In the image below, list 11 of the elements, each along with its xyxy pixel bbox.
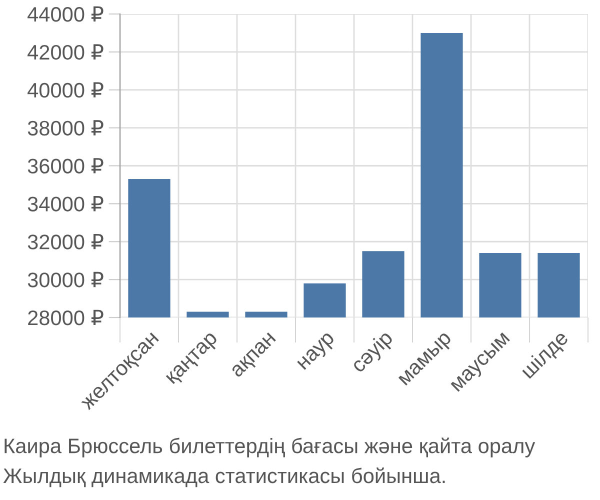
y-tick-label: 44000 ₽	[28, 6, 104, 22]
y-tick-label: 42000 ₽	[28, 44, 104, 60]
y-tick-label: 34000 ₽	[28, 196, 104, 212]
y-tick-label: 28000 ₽	[28, 310, 104, 326]
y-tick-label: 38000 ₽	[28, 120, 104, 136]
y-tick-label: 30000 ₽	[28, 272, 104, 288]
text: Жылдық динамикада статистикасы бойынша.	[3, 468, 445, 488]
y-tick-label: 36000 ₽	[28, 158, 104, 174]
text: Каира Брюссель билеттердің бағасы және қайта оралу	[4, 438, 536, 458]
y-tick-label: 40000 ₽	[28, 82, 104, 98]
y-tick-label: 32000 ₽	[28, 234, 104, 250]
